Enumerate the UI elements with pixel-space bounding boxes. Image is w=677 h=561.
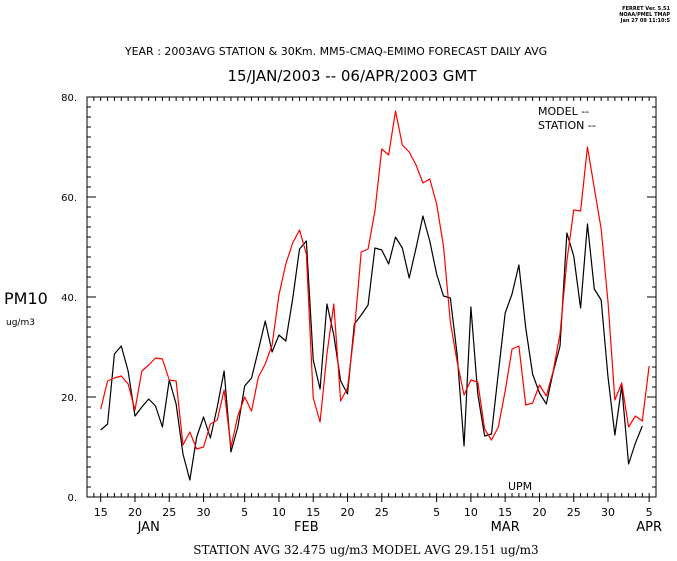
y-tick-label: 40. [61,293,77,304]
y-axis-unit: ug/m3 [6,318,35,328]
date-range-title: 15/JAN/2003 -- 06/APR/2003 GMT [228,67,478,85]
x-month-label: MAR [491,520,520,535]
x-tick-label: 30 [601,506,615,519]
x-month-label: JAN [137,520,160,535]
x-tick-label: 15 [306,506,320,519]
x-tick-label: 5 [241,506,248,519]
x-tick-label: 25 [162,506,176,519]
y-axis-label: PM10 [4,289,48,308]
averages-footer: STATION AVG 32.475 ug/m3 MODEL AVG 29.15… [193,543,538,557]
legend: MODEL -- STATION -- [538,105,596,132]
y-tick-label: 20. [61,393,77,404]
axes-layer: 15 20 25 30 5 10 15 20 25 5 10 15 20 25 30 5 JAN FEB MAR AP… [61,93,662,535]
series-layer [100,110,650,481]
version-line-1: FERRET Ver. 5.51 [622,6,670,12]
series-line-station [100,110,650,450]
version-line-3: Jan 27 09 11:10:5 [620,18,671,24]
x-tick-label: 5 [433,506,440,519]
plot-frame [86,96,657,498]
x-tick-label: 25 [567,506,581,519]
x-tick-label: 10 [272,506,286,519]
x-tick-label: 5 [646,506,653,519]
x-tick-label: 25 [375,506,389,519]
x-tick-label: 15 [498,506,512,519]
x-tick-label: 30 [197,506,211,519]
x-tick-label: 20 [128,506,142,519]
version-line-2: NOAA/PMEL TMAP [619,12,670,18]
x-tick-label: 20 [341,506,355,519]
upm-annotation: UPM [508,480,532,493]
x-month-label: APR [636,520,662,535]
x-tick-label: 15 [94,506,108,519]
legend-entry-model: MODEL -- [538,105,589,118]
x-month-label: FEB [294,520,319,535]
y-tick-label: 60. [61,193,77,204]
chart-title-line: YEAR : 2003AVG STATION & 30Km. MM5-CMAQ-… [124,45,547,58]
x-tick-label: 20 [532,506,546,519]
x-tick-label: 10 [464,506,478,519]
y-tick-label: 0. [67,493,77,504]
legend-entry-station: STATION -- [538,119,596,132]
y-tick-label: 80. [61,93,77,104]
